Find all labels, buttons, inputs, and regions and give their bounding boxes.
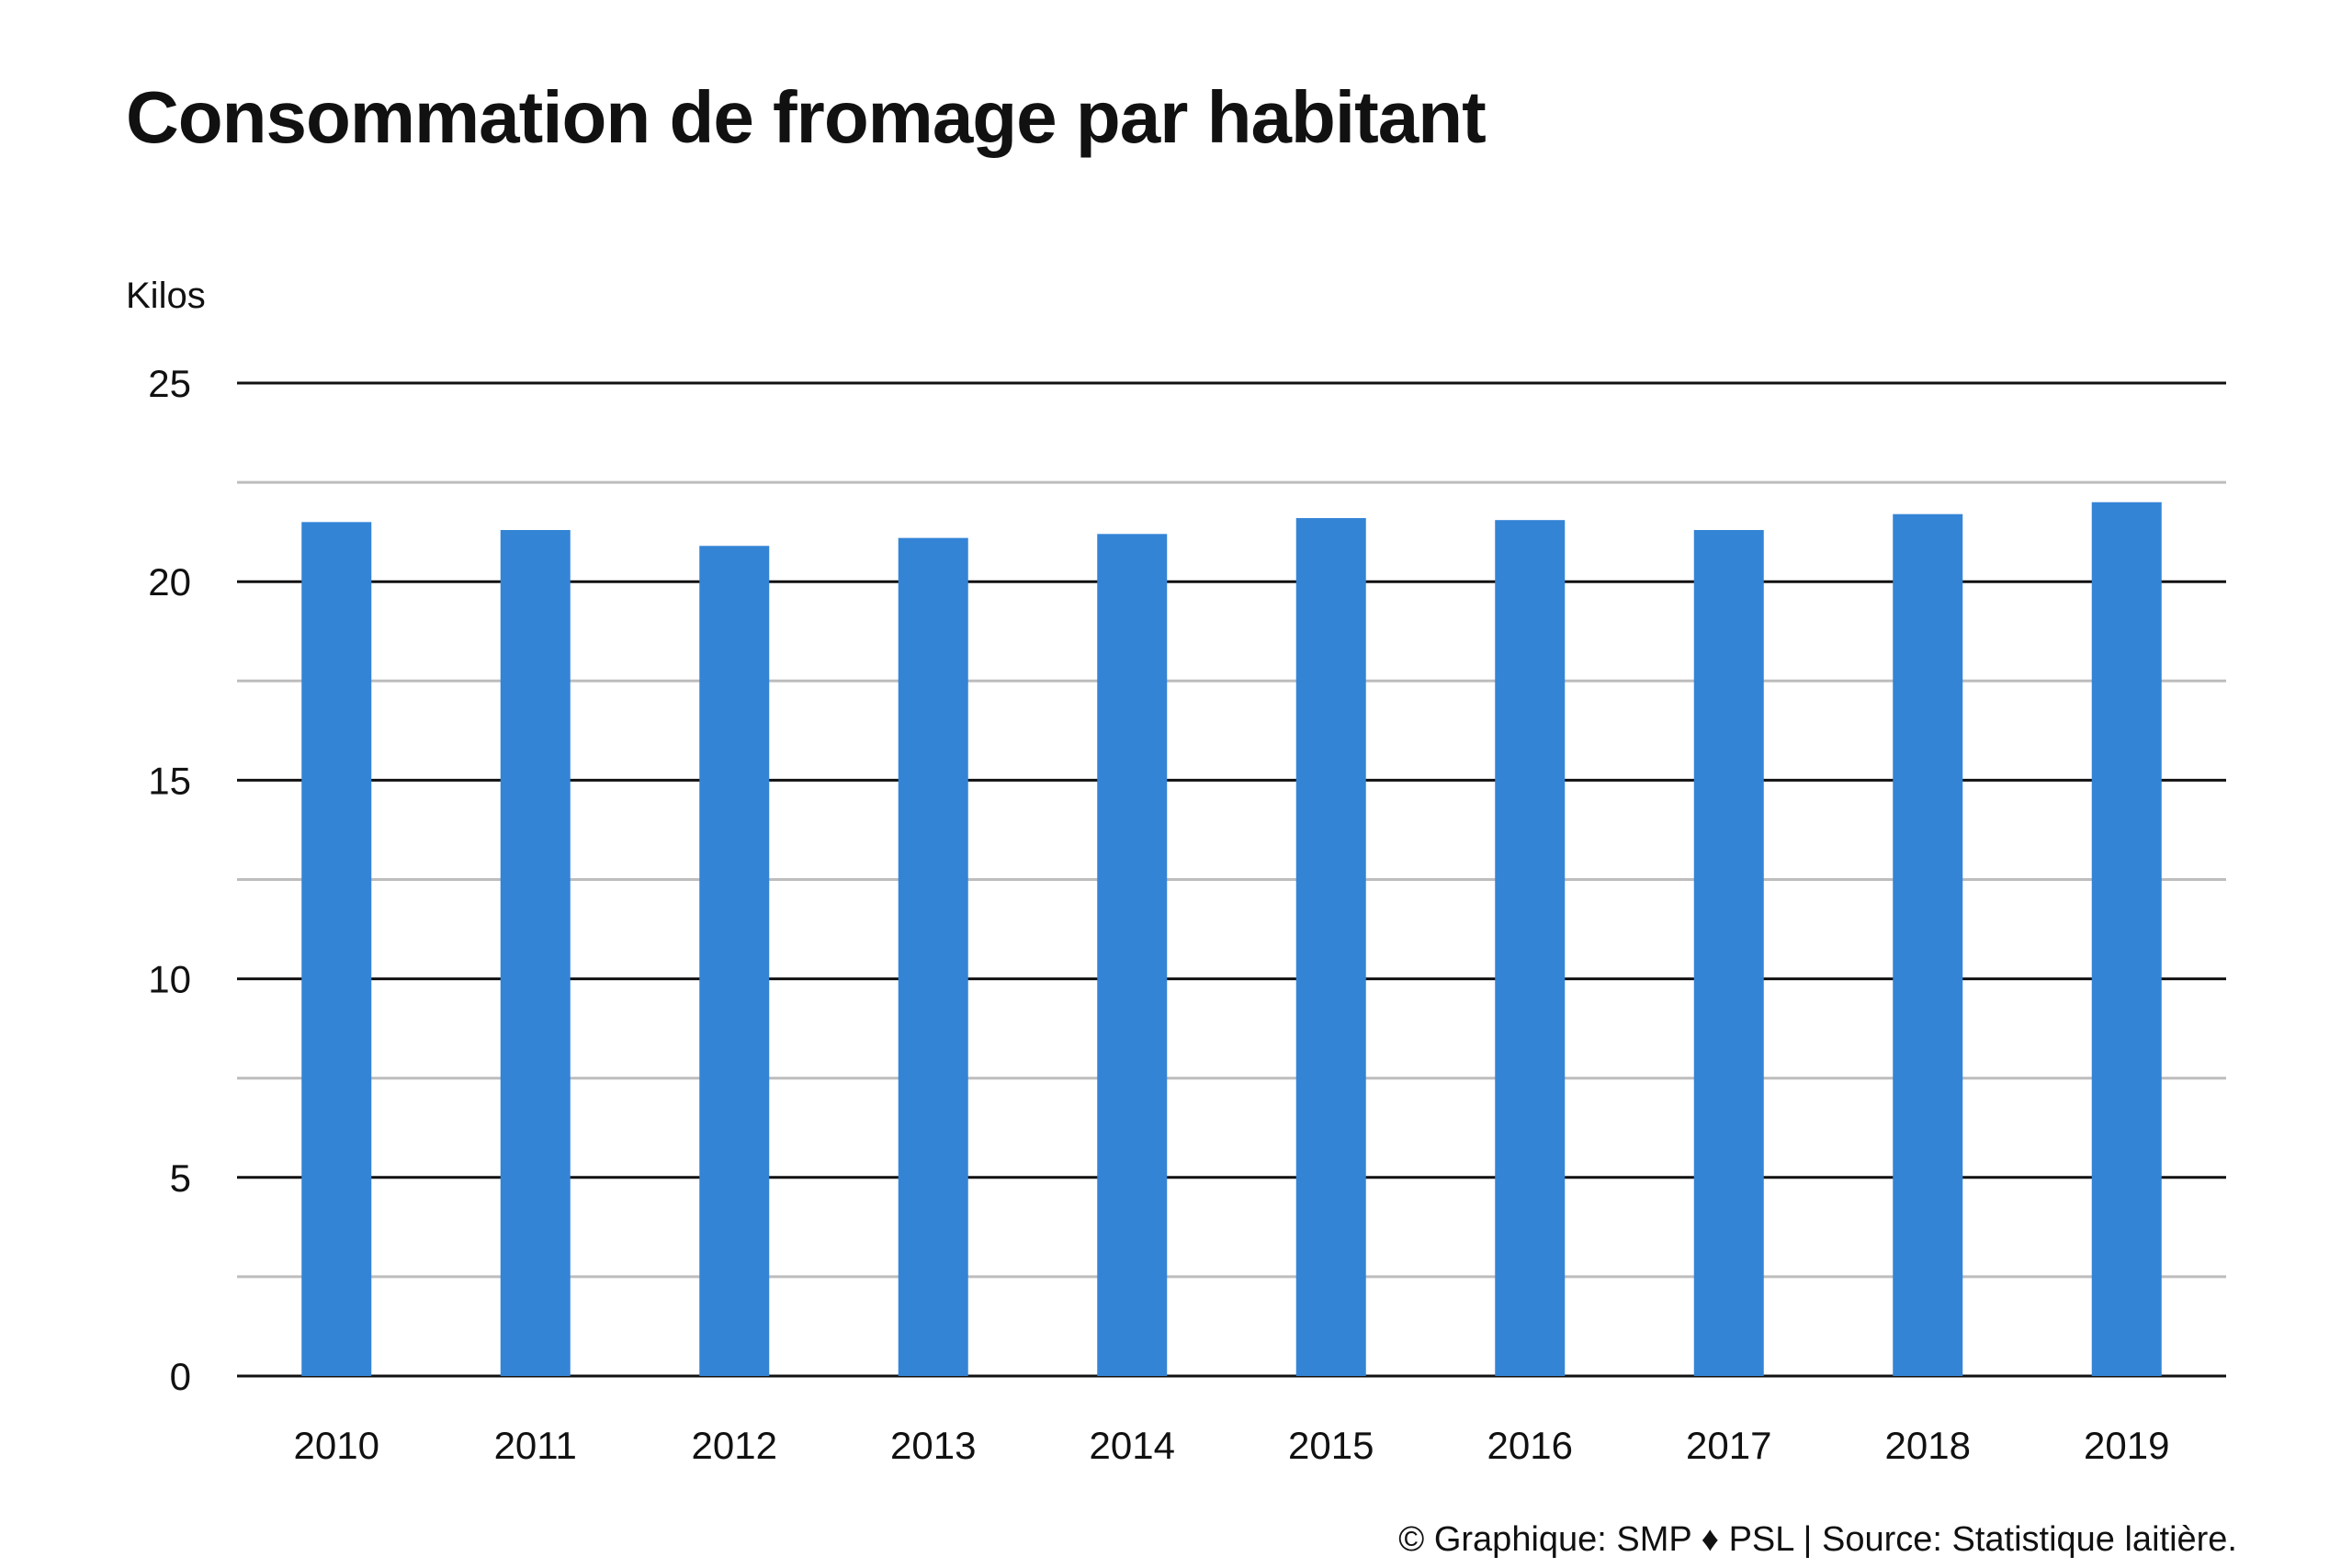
source-note: © Graphique: SMP ♦ PSL | Source: Statist… [1398,1520,2237,1559]
x-tick-label: 2015 [1288,1424,1374,1467]
bar-2010 [301,522,372,1376]
x-tick-label: 2016 [1487,1424,1573,1467]
x-tick-label: 2011 [494,1424,577,1467]
y-tick-label: 0 [170,1355,191,1398]
x-tick-label: 2018 [1885,1424,1971,1467]
y-tick-label: 15 [148,759,191,802]
bars [301,502,2162,1376]
x-tick-label: 2012 [692,1424,777,1467]
bar-2017 [1693,529,1764,1376]
y-tick-label: 5 [170,1156,191,1200]
bar-2018 [1893,513,1963,1376]
bar-2012 [699,546,770,1376]
x-axis-tick-labels: 2010 2011 2012 2013 2014 2015 2016 2017 2018 2019 [294,1424,2170,1467]
y-axis-tick-labels: 0 5 10 15 20 25 [148,362,191,1398]
x-tick-label: 2014 [1090,1424,1175,1467]
y-axis-label: Kilos [126,276,206,316]
bar-2014 [1097,534,1168,1376]
bar-2019 [2091,502,2162,1376]
chart-title: Consommation de fromage par habitant [126,76,1487,158]
bar-2016 [1495,520,1566,1376]
y-tick-label: 20 [148,560,191,604]
bar-2011 [500,529,571,1376]
y-tick-label: 10 [148,958,191,1001]
x-tick-label: 2013 [890,1424,976,1467]
x-tick-label: 2017 [1686,1424,1771,1467]
bar-2013 [898,537,968,1376]
x-tick-label: 2019 [2084,1424,2169,1467]
y-tick-label: 25 [148,362,191,405]
x-tick-label: 2010 [294,1424,379,1467]
bar-2015 [1295,518,1366,1376]
